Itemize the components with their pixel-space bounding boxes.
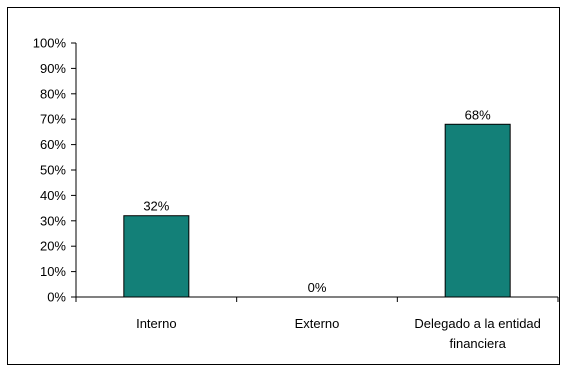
bar [123, 215, 190, 298]
category-label: financiera [449, 336, 506, 351]
y-axis: 0% 10% 20% 30% 40% 50% 60% 70% 80% 90% 100% [33, 36, 77, 305]
bar [444, 123, 511, 298]
category-labels: Interno Externo Delegado a la entidad finan… [136, 316, 541, 351]
y-tick-label: 70% [40, 112, 66, 127]
bars [123, 123, 511, 298]
y-tick-label: 50% [40, 163, 66, 178]
y-tick-label: 40% [40, 188, 66, 203]
y-tick-label: 10% [40, 264, 66, 279]
data-label: 0% [308, 280, 327, 295]
category-label: Externo [295, 316, 340, 331]
y-tick-label: 90% [40, 61, 66, 76]
data-label: 68% [465, 107, 491, 122]
y-tick-label: 0% [47, 290, 66, 305]
y-tick-label: 60% [40, 137, 66, 152]
data-labels: 32% 0% 68% [143, 107, 491, 295]
x-axis [75, 296, 559, 302]
y-tick-label: 20% [40, 239, 66, 254]
category-label: Delegado a la entidad [414, 316, 541, 331]
y-tick-label: 100% [33, 36, 67, 51]
data-label: 32% [143, 199, 169, 214]
y-tick-label: 80% [40, 86, 66, 101]
category-label: Interno [136, 316, 176, 331]
y-tick-label: 30% [40, 213, 66, 228]
